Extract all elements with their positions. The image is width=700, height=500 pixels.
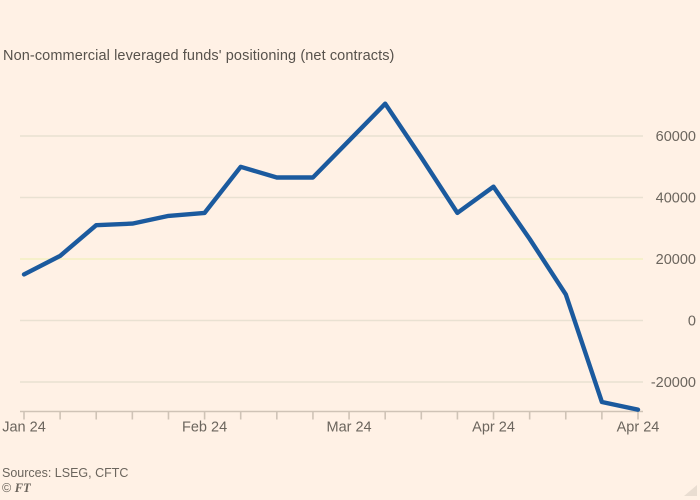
source-note: Sources: LSEG, CFTC: [2, 466, 129, 480]
y-axis-tick-label: 60000: [656, 129, 696, 145]
y-axis-tick-label: 20000: [656, 252, 696, 268]
y-axis-tick-label: 40000: [656, 191, 696, 207]
ft-copyright: © FT: [2, 481, 31, 496]
y-axis-tick-label: -20000: [651, 375, 696, 391]
ft-logo-text: FT: [14, 481, 31, 495]
resize-handle-icon[interactable]: [684, 485, 697, 496]
x-axis-tick-label: Mar 24: [326, 420, 371, 436]
y-axis-tick-label: 0: [688, 314, 696, 330]
x-axis-tick-label: Apr 24: [472, 420, 515, 436]
x-axis-tick-label: Jan 24: [2, 420, 46, 436]
copyright-symbol: ©: [2, 481, 12, 495]
x-axis-tick-label: Apr 24: [617, 420, 660, 436]
x-axis-tick-label: Feb 24: [182, 420, 227, 436]
chart-subtitle: Non-commercial leveraged funds' position…: [3, 48, 395, 64]
data-line: [21, 101, 641, 412]
